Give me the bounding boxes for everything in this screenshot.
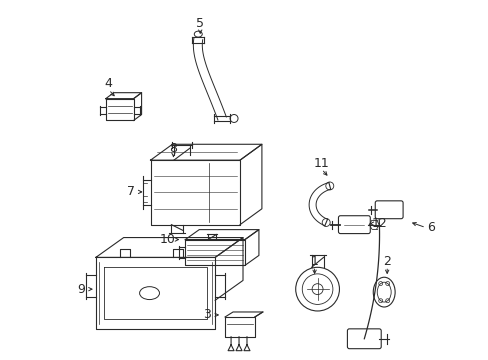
Text: 1: 1 bbox=[310, 255, 318, 268]
Text: 8: 8 bbox=[169, 142, 177, 155]
Text: 2: 2 bbox=[383, 255, 390, 268]
Text: 5: 5 bbox=[196, 17, 204, 30]
Text: 10: 10 bbox=[159, 233, 175, 246]
Text: 4: 4 bbox=[104, 77, 112, 90]
Text: 11: 11 bbox=[313, 157, 329, 170]
Text: 9: 9 bbox=[77, 283, 85, 296]
Text: 3: 3 bbox=[203, 309, 211, 321]
Text: 7: 7 bbox=[126, 185, 134, 198]
Text: 12: 12 bbox=[370, 217, 386, 230]
Text: 6: 6 bbox=[426, 221, 434, 234]
